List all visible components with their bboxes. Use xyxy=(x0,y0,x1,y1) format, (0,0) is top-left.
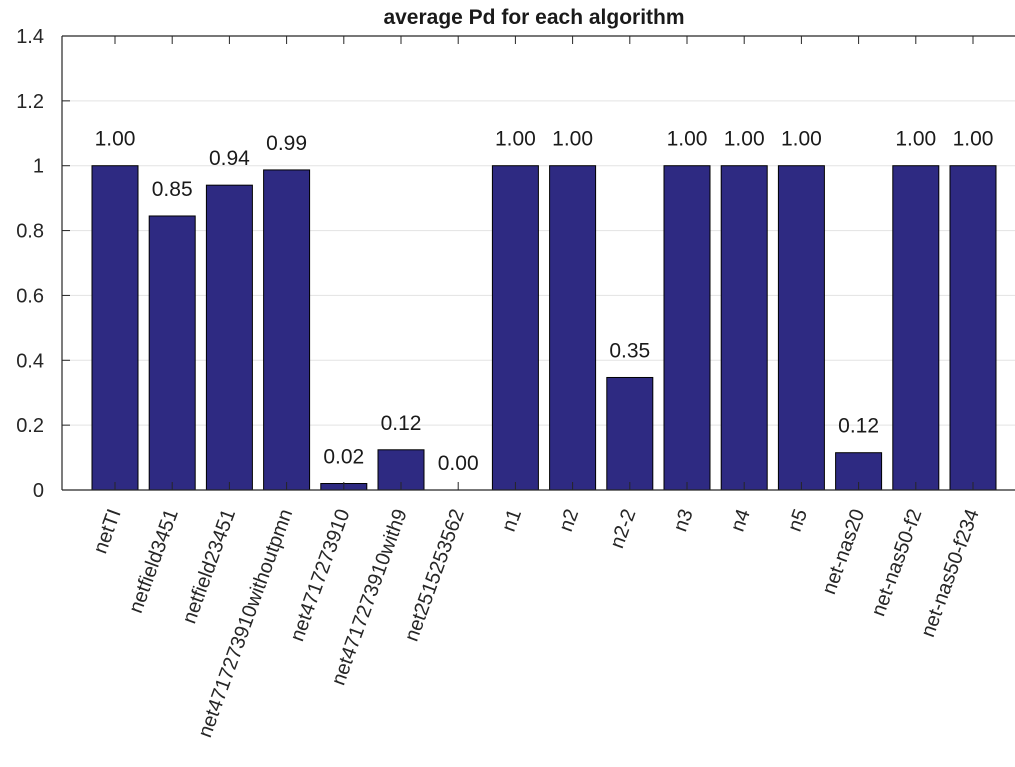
bar-n5 xyxy=(777,165,825,491)
x-tick-label: net-nas50-f234 xyxy=(917,506,984,640)
value-label: 0.12 xyxy=(838,415,879,438)
x-tick-label: netfield23451 xyxy=(178,506,240,626)
x-tick-label: net2515253562 xyxy=(401,506,469,644)
bar-netfield23451 xyxy=(205,184,253,491)
x-tick-label: net-nas20 xyxy=(818,506,869,597)
value-labels: 1.00 0.85 0.94 0.99 0.02 0.12 0.00 1.00 1.00 0.35… xyxy=(95,128,994,475)
value-label: 1.00 xyxy=(895,128,936,151)
x-tick-label: netTI xyxy=(89,506,125,556)
x-tick-label: net4717273910 xyxy=(286,506,354,644)
x-tick-label: n1 xyxy=(498,506,526,534)
value-label: 1.00 xyxy=(781,128,822,151)
value-label: 1.00 xyxy=(552,128,593,151)
x-tick-label: n5 xyxy=(784,506,812,534)
y-tick-label: 1.4 xyxy=(16,26,44,48)
bar-net-nas50-f2 xyxy=(892,165,940,491)
x-tick-label: n2-2 xyxy=(606,506,640,551)
value-label: 1.00 xyxy=(953,128,994,151)
bar-n4 xyxy=(720,165,768,491)
bar-n1 xyxy=(491,165,539,491)
chart-title: average Pd for each algorithm xyxy=(383,6,684,29)
axes xyxy=(61,35,1015,491)
bar-n2 xyxy=(549,165,597,491)
value-label: 0.00 xyxy=(438,452,479,475)
bars xyxy=(91,165,997,491)
y-tick-label: 0.8 xyxy=(16,221,44,243)
y-tick-label: 0 xyxy=(33,480,44,502)
value-label: 0.02 xyxy=(323,446,364,469)
bar-netTI xyxy=(91,165,139,491)
value-label: 0.85 xyxy=(152,178,193,201)
y-tick-labels: 0 0.2 0.4 0.6 0.8 1 1.2 1.4 xyxy=(16,26,44,502)
value-label: 1.00 xyxy=(724,128,765,151)
bar-netfield3451 xyxy=(148,215,196,491)
value-label: 1.00 xyxy=(667,128,708,151)
value-label: 0.94 xyxy=(209,147,250,170)
bar-n2-2 xyxy=(606,376,654,491)
x-tick-label: n2 xyxy=(555,506,583,534)
value-label: 0.99 xyxy=(266,132,307,155)
y-tick-label: 0.4 xyxy=(16,350,44,372)
value-label: 1.00 xyxy=(495,128,536,151)
x-tick-label: netfield3451 xyxy=(125,506,183,616)
value-label: 0.12 xyxy=(381,412,422,435)
y-tick-label: 1 xyxy=(33,156,44,178)
x-tick-label: net-nas50-f2 xyxy=(867,506,926,619)
value-label: 1.00 xyxy=(95,128,136,151)
value-label: 0.35 xyxy=(609,339,650,362)
bar-net-nas50-f234 xyxy=(949,165,997,491)
y-tick-label: 0.2 xyxy=(16,415,44,437)
y-tick-label: 1.2 xyxy=(16,91,44,113)
x-tick-label: n4 xyxy=(727,506,755,534)
y-tick-label: 0.6 xyxy=(16,285,44,307)
bar-n3 xyxy=(663,165,711,491)
bar-net4717273910withoutpmn xyxy=(263,169,311,491)
x-tick-label: n3 xyxy=(669,506,697,534)
